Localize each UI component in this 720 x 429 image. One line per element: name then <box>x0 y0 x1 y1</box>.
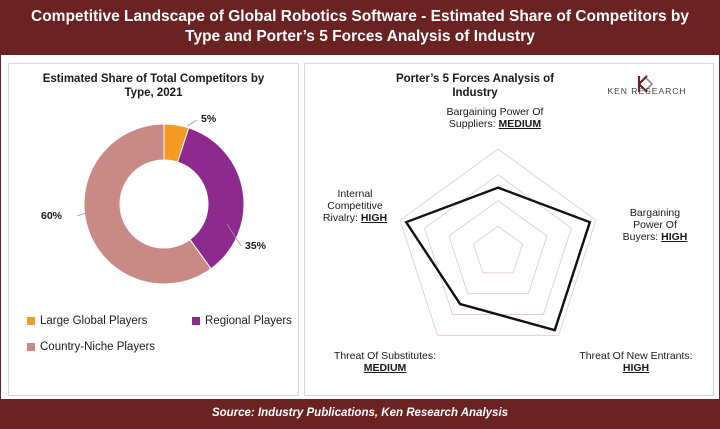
header-title-line1: Competitive Landscape of Global Robotics… <box>31 8 689 25</box>
axis-rivalry-line2: Competitive <box>327 200 383 212</box>
radar-grid-ring <box>472 225 524 274</box>
donut-chart-title: Estimated Share of Total Competitors by … <box>9 72 298 100</box>
radar-series-polygon <box>404 186 592 332</box>
leader-line <box>76 211 90 217</box>
donut-chart <box>76 119 245 285</box>
logo-text: KEN RESEARCH <box>607 86 687 96</box>
axis-label-suppliers: Bargaining Power Of Suppliers: MEDIUM <box>425 106 565 130</box>
radar-chart-title: Porter’s 5 Forces Analysis of Industry <box>375 72 575 100</box>
level-rivalry: HIGH <box>360 212 388 224</box>
donut-title-line1: Estimated Share of Total Competitors by <box>42 73 265 85</box>
leader-line <box>186 119 198 127</box>
radar-grid-ring <box>399 148 597 336</box>
legend-label-regional: Regional Players <box>205 315 292 327</box>
footer-source: Source: Industry Publications, Ken Resea… <box>1 399 719 428</box>
header-banner: Competitive Landscape of Global Robotics… <box>1 1 719 55</box>
axis-label-substitutes: Threat Of Substitutes: MEDIUM <box>315 350 455 374</box>
header-title-line2: Type and Porter’s 5 Forces Analysis of I… <box>185 28 535 45</box>
level-suppliers: MEDIUM <box>498 118 542 130</box>
donut-chart-panel: Estimated Share of Total Competitors by … <box>8 63 299 396</box>
donut-title-line2: Type, 2021 <box>124 87 183 99</box>
ken-research-logo-icon <box>637 75 654 93</box>
axis-buyers-line2: Power Of <box>633 219 677 231</box>
axis-buyers-line1: Bargaining <box>629 207 681 219</box>
radar-chart <box>399 148 597 336</box>
leader-line <box>226 223 242 247</box>
axis-suppliers-line2: Suppliers: MEDIUM <box>448 118 542 130</box>
axis-substitutes-line1: Threat Of Substitutes: <box>333 350 437 362</box>
data-label-large-global: 5% <box>201 113 217 125</box>
data-label-country-niche: 60% <box>41 210 63 222</box>
level-new-entrants: HIGH <box>622 362 650 374</box>
radar-title-line1: Porter’s 5 Forces Analysis of <box>395 73 555 85</box>
legend-item-country-niche: Country-Niche Players <box>27 341 155 353</box>
legend-item-large-global: Large Global Players <box>27 315 147 327</box>
legend-swatch-large-global <box>27 317 35 325</box>
legend-label-country-niche: Country-Niche Players <box>40 341 156 353</box>
legend-item-regional: Regional Players <box>192 315 292 327</box>
axis-rivalry-line1: Internal <box>337 188 373 200</box>
axis-label-new-entrants: Threat Of New Entrants: HIGH <box>563 350 709 374</box>
axis-label-rivalry: Internal Competitive Rivalry: HIGH <box>309 188 401 224</box>
axis-suppliers-line1: Bargaining Power Of <box>446 106 544 118</box>
legend-label-large-global: Large Global Players <box>40 315 148 327</box>
data-label-regional: 35% <box>245 240 267 252</box>
axis-label-buyers: Bargaining Power Of Buyers: HIGH <box>615 207 695 243</box>
axis-new-entrants-line1: Threat Of New Entrants: <box>579 350 693 362</box>
donut-slice-regional <box>176 127 245 270</box>
radar-grid-ring <box>448 199 548 295</box>
level-buyers: HIGH <box>661 231 688 243</box>
axis-rivalry-line3: Rivalry: HIGH <box>322 212 388 224</box>
axis-buyers-line3: Buyers: HIGH <box>622 231 688 243</box>
donut-slice-country-niche <box>83 123 212 285</box>
legend-swatch-regional <box>192 317 200 325</box>
level-substitutes: MEDIUM <box>363 362 407 374</box>
radar-chart-panel: Porter’s 5 Forces Analysis of Industry K… <box>304 63 714 396</box>
radar-title-line2: Industry <box>452 87 498 99</box>
legend-swatch-country-niche <box>27 343 35 351</box>
